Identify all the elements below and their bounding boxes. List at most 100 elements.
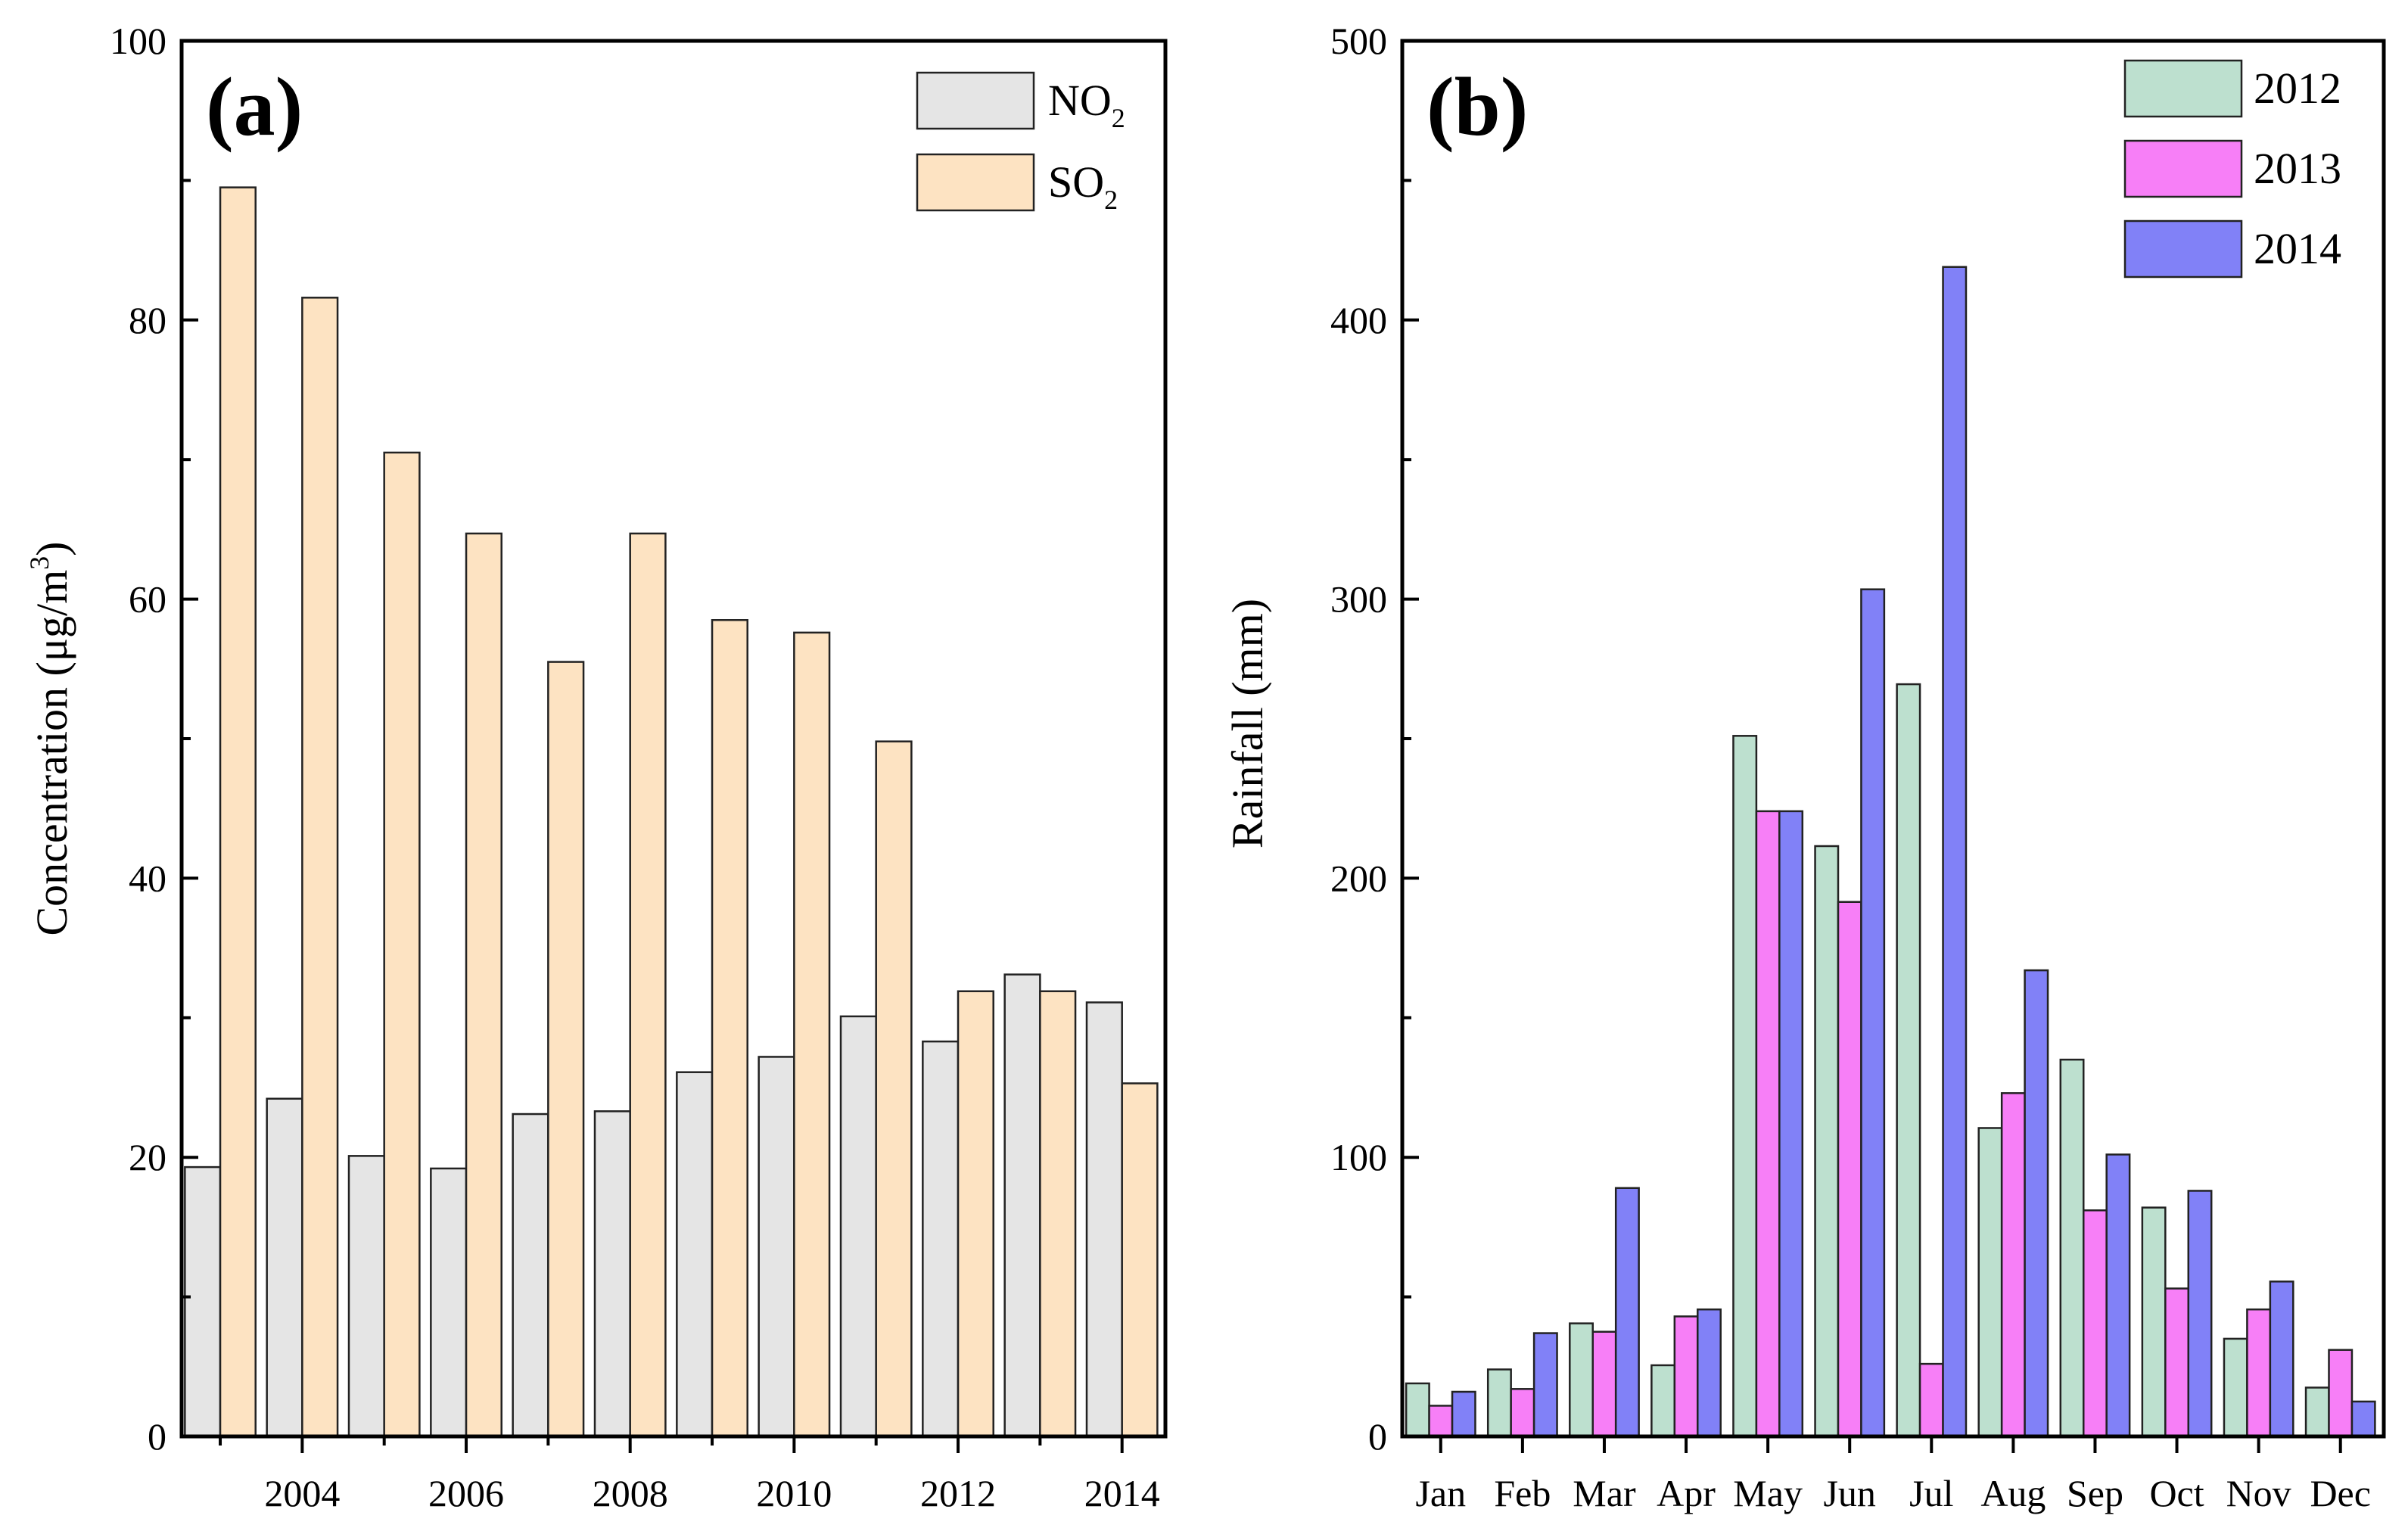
y-tick-label-a: 0 (148, 1415, 166, 1458)
panel-a: 0 20 40 60 80 100 2004 2006 2008 2010 2012 2014 Conc… (24, 20, 1168, 1514)
x-tick-label-mar: Mar (1573, 1472, 1636, 1514)
x-tick-label-a: 2012 (920, 1472, 996, 1514)
x-tick-label-feb: Feb (1494, 1472, 1551, 1514)
bar-a-no2-2007 (512, 1113, 549, 1438)
legend-b: 2012 2013 2014 (2123, 59, 2341, 279)
bar-b-2012-aug (1977, 1127, 2003, 1438)
bar-b-2013-oct (2164, 1287, 2190, 1438)
y-tick-label-b: 400 (1330, 299, 1387, 341)
bar-b-2014-may (1778, 810, 1804, 1438)
bar-b-2012-feb (1486, 1368, 1512, 1438)
bar-b-2013-jun (1837, 901, 1862, 1438)
bar-a-no2-2010 (758, 1056, 795, 1438)
bar-b-2012-apr (1650, 1364, 1676, 1438)
legend-swatch-so2 (916, 153, 1035, 212)
y-tick-label-b: 500 (1330, 20, 1387, 62)
legend-label-2013: 2013 (2254, 144, 2341, 193)
bar-b-2013-apr (1673, 1315, 1699, 1438)
bar-b-2012-jan (1405, 1382, 1430, 1438)
bar-a-so2-2004 (301, 297, 339, 1438)
panel-label-b: (b) (1426, 61, 1528, 153)
x-tick-label-a: 2010 (756, 1472, 832, 1514)
bar-a-no2-2014 (1085, 1001, 1123, 1438)
bar-b-2012-jul (1896, 683, 1921, 1438)
y-tick-label-a: 40 (129, 857, 166, 899)
y-tick-label-b: 100 (1330, 1136, 1387, 1178)
bar-a-so2-2008 (629, 532, 667, 1438)
x-tick-label-jul: Jul (1909, 1472, 1953, 1514)
x-tick-label-sep: Sep (2067, 1472, 2123, 1514)
x-tick-label-a: 2004 (264, 1472, 340, 1514)
bar-b-2013-dec (2328, 1349, 2354, 1438)
panel-b: 0 100 200 300 400 500 Jan Feb Mar Apr May Jun Jul Aug… (1223, 20, 2386, 1514)
bar-b-2014-aug (2024, 969, 2049, 1438)
bar-a-so2-2005 (383, 451, 421, 1438)
bar-a-no2-2011 (839, 1015, 877, 1438)
bar-b-2014-feb (1532, 1332, 1558, 1438)
bar-a-no2-2013 (1003, 973, 1041, 1438)
bar-b-2013-may (1755, 810, 1781, 1438)
x-tick-label-nov: Nov (2226, 1472, 2291, 1514)
bar-b-2014-jan (1451, 1390, 1476, 1438)
bar-a-so2-2013 (1039, 990, 1077, 1438)
x-tick-label-jan: Jan (1415, 1472, 1466, 1514)
y-tick-label-a: 80 (129, 299, 166, 341)
y-axis-title-a: Concentration (μg/m3) (24, 541, 76, 935)
legend-label-2014: 2014 (2254, 224, 2341, 273)
bar-a-so2-2010 (793, 631, 831, 1438)
y-tick-label-b: 0 (1368, 1415, 1387, 1458)
bar-b-2014-jun (1860, 588, 1886, 1438)
bar-b-2012-oct (2141, 1206, 2167, 1438)
bar-b-2012-dec (2304, 1386, 2330, 1438)
x-tick-label-dec: Dec (2310, 1472, 2371, 1514)
bar-b-2012-jun (1814, 845, 1840, 1438)
bar-b-2013-aug (2000, 1092, 2026, 1438)
bar-b-2012-nov (2223, 1337, 2248, 1438)
bar-b-2014-jul (1942, 266, 1968, 1438)
bar-a-no2-2012 (922, 1040, 960, 1438)
x-tick-label-oct: Oct (2149, 1472, 2204, 1514)
bar-b-2013-sep (2082, 1209, 2108, 1438)
x-tick-label-aug: Aug (1980, 1472, 2046, 1514)
bar-b-2014-sep (2105, 1153, 2131, 1438)
x-tick-label-a: 2008 (593, 1472, 668, 1514)
bar-a-no2-2004 (266, 1097, 303, 1438)
panel-label-a: (a) (206, 61, 303, 153)
bar-b-2013-mar (1591, 1330, 1617, 1438)
bar-a-so2-2012 (957, 990, 994, 1438)
x-tick-label-jun: Jun (1823, 1472, 1875, 1514)
bar-a-no2-2008 (593, 1110, 631, 1438)
bar-a-so2-2011 (875, 740, 913, 1438)
x-tick-label-may: May (1733, 1472, 1803, 1514)
bar-b-2012-sep (2059, 1058, 2085, 1438)
bar-b-2012-may (1732, 735, 1758, 1438)
bar-a-so2-2009 (711, 619, 748, 1438)
bar-a-so2-2003 (219, 186, 257, 1438)
bar-b-2014-nov (2269, 1281, 2294, 1438)
bar-a-no2-2003 (184, 1165, 222, 1438)
bar-b-2013-nov (2246, 1308, 2272, 1438)
bar-b-2014-oct (2187, 1190, 2213, 1438)
x-tick-label-a: 2006 (428, 1472, 504, 1514)
bar-b-2014-mar (1614, 1187, 1640, 1438)
legend-swatch-2013 (2123, 139, 2243, 198)
bar-b-2014-apr (1697, 1308, 1722, 1438)
bar-b-2013-feb (1510, 1388, 1535, 1438)
y-tick-label-a: 60 (129, 578, 166, 621)
legend-label-no2: NO2 (1048, 76, 1125, 133)
y-tick-label-b: 200 (1330, 857, 1387, 899)
y-tick-label-b: 300 (1330, 578, 1387, 621)
bar-b-2013-jul (1918, 1362, 1944, 1438)
bar-b-2014-dec (2350, 1400, 2376, 1438)
legend-swatch-no2 (916, 71, 1035, 130)
bar-b-2012-mar (1569, 1322, 1594, 1438)
legend-label-2012: 2012 (2254, 64, 2341, 113)
y-tick-label-a: 100 (110, 20, 166, 62)
legend-swatch-2012 (2123, 59, 2243, 118)
x-tick-label-a: 2014 (1084, 1472, 1160, 1514)
y-axis-title-b: Rainfall (mm) (1223, 599, 1272, 848)
x-tick-label-apr: Apr (1657, 1472, 1716, 1514)
bar-b-2013-jan (1428, 1405, 1454, 1438)
